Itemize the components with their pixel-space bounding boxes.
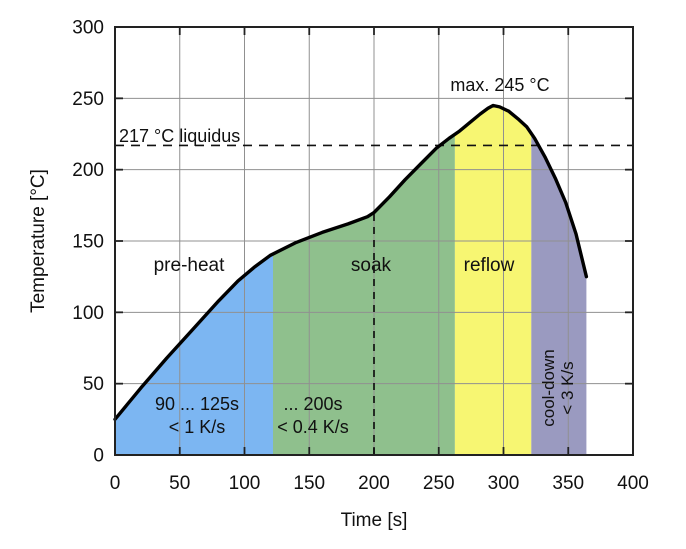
rate-annotation-pre-heat-line2: < 1 K/s bbox=[169, 417, 226, 437]
y-axis-title: Temperature [°C] bbox=[28, 169, 49, 313]
y-tick-label-0: 0 bbox=[93, 446, 104, 467]
x-tick-label-100: 100 bbox=[229, 473, 261, 494]
x-tick-label-350: 350 bbox=[552, 473, 584, 494]
x-tick-label-300: 300 bbox=[488, 473, 520, 494]
x-tick-label-200: 200 bbox=[358, 473, 390, 494]
rate-annotation-soak-line2: < 0.4 K/s bbox=[277, 417, 349, 437]
x-tick-label-150: 150 bbox=[293, 473, 325, 494]
x-tick-label-50: 50 bbox=[169, 473, 190, 494]
y-tick-label-100: 100 bbox=[72, 303, 104, 324]
rate-annotation-soak-line1: ... 200s bbox=[283, 394, 342, 414]
x-axis-title: Time [s] bbox=[341, 510, 408, 531]
rate-annotation-cool-down: cool-down< 3 K/s bbox=[539, 349, 577, 427]
region-fill-reflow bbox=[454, 105, 532, 455]
x-tick-label-400: 400 bbox=[617, 473, 649, 494]
y-tick-label-250: 250 bbox=[72, 89, 104, 110]
region-fill-cool-down bbox=[531, 133, 587, 455]
x-tick-label-0: 0 bbox=[110, 473, 121, 494]
y-tick-label-300: 300 bbox=[72, 18, 104, 39]
plot-frame bbox=[114, 26, 634, 456]
y-tick-label-150: 150 bbox=[72, 232, 104, 253]
x-tick-label-250: 250 bbox=[423, 473, 455, 494]
temperature-curve bbox=[113, 103, 589, 421]
y-tick-label-200: 200 bbox=[72, 160, 104, 181]
region-fill-pre-heat bbox=[115, 254, 273, 455]
region-label-reflow: reflow bbox=[464, 255, 515, 276]
liquidus-label: 217 °C liquidus bbox=[119, 126, 240, 146]
rate-annotation-pre-heat-line1: 90 ... 125s bbox=[155, 394, 239, 414]
region-label-pre-heat: pre-heat bbox=[154, 255, 225, 276]
peak-max-label: max. 245 °C bbox=[450, 75, 549, 95]
y-tick-label-50: 50 bbox=[83, 374, 104, 395]
region-fill-soak bbox=[273, 134, 455, 456]
region-label-soak: soak bbox=[351, 255, 392, 276]
